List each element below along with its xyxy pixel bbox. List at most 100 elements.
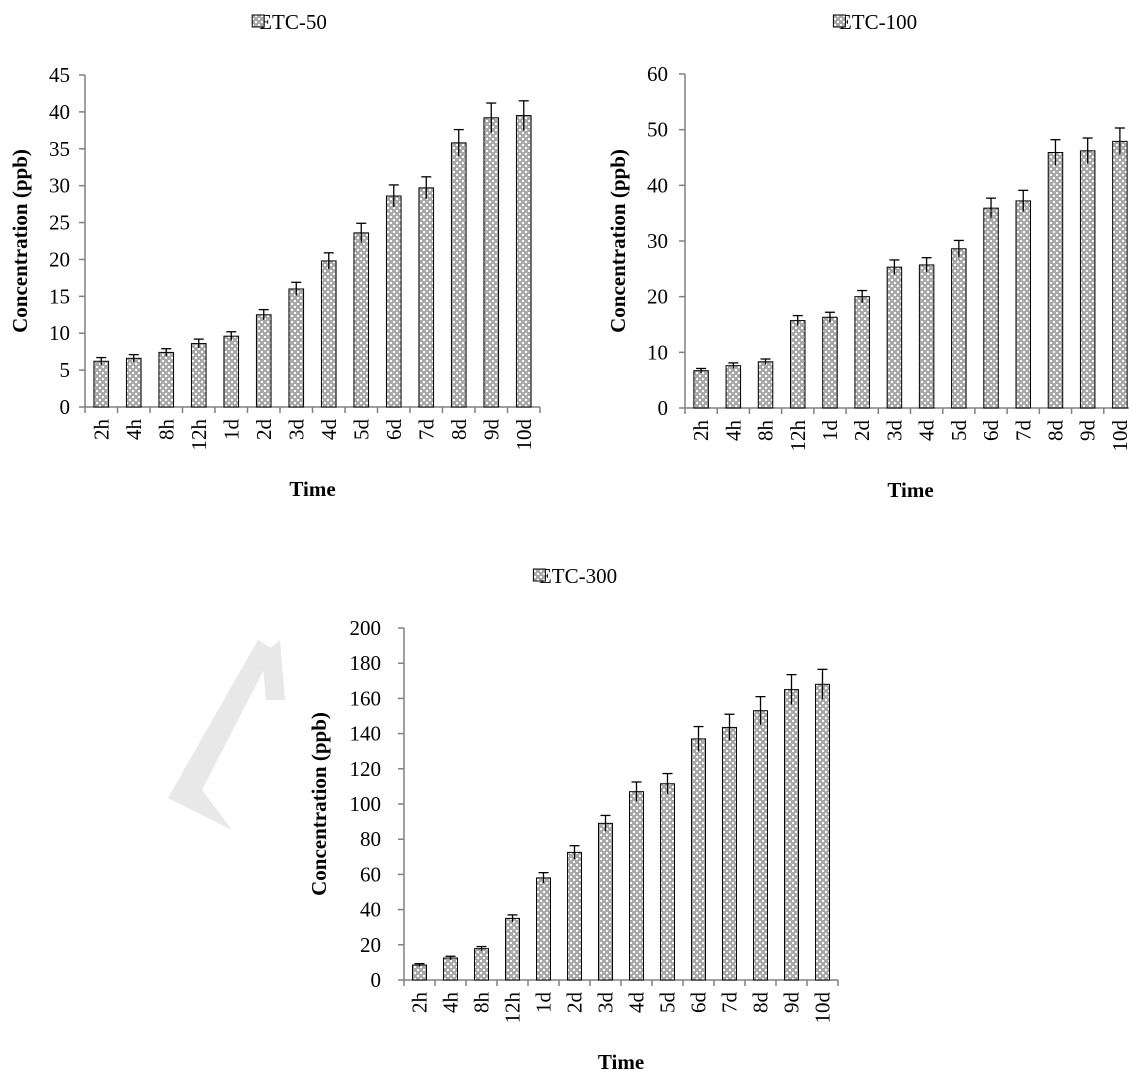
x-tick-label: 2h xyxy=(408,992,432,1014)
y-tick-label: 0 xyxy=(658,396,669,420)
x-tick-label: 6d xyxy=(979,420,1003,442)
y-tick-label: 50 xyxy=(647,118,668,142)
bar xyxy=(1112,140,1128,409)
bar xyxy=(158,351,175,408)
bar xyxy=(886,266,903,409)
bar xyxy=(418,187,435,408)
x-tick-label: 4h xyxy=(721,420,745,442)
x-tick-label: 3d xyxy=(882,420,906,442)
x-tick-label: 4d xyxy=(915,420,939,442)
x-tick-label: 9d xyxy=(479,419,503,441)
x-tick-label: 4h xyxy=(122,419,146,441)
y-tick-label: 45 xyxy=(49,63,70,87)
bar xyxy=(629,791,644,981)
bar xyxy=(483,117,500,408)
y-tick-label: 20 xyxy=(49,247,70,271)
y-tick-label: 40 xyxy=(647,173,668,197)
y-tick-label: 20 xyxy=(647,285,668,309)
bar xyxy=(753,710,768,981)
y-tick-label: 40 xyxy=(360,898,381,922)
x-tick-label: 8d xyxy=(749,992,773,1014)
bar xyxy=(450,142,467,408)
x-tick-label: 1d xyxy=(532,992,556,1014)
bar xyxy=(1015,200,1031,409)
bar xyxy=(255,314,272,408)
x-tick-label: 10d xyxy=(811,992,835,1024)
bar xyxy=(536,877,551,981)
bar xyxy=(822,316,838,409)
bar xyxy=(983,207,999,409)
y-tick-label: 5 xyxy=(60,358,71,382)
y-tick-label: 40 xyxy=(49,100,70,124)
x-tick-label: 6d xyxy=(687,992,711,1014)
bar xyxy=(474,948,489,981)
x-tick-label: 5d xyxy=(349,419,373,441)
x-axis-title: Time xyxy=(887,478,933,502)
x-tick-label: 8d xyxy=(1043,420,1067,442)
y-tick-label: 80 xyxy=(360,827,381,851)
y-tick-label: 20 xyxy=(360,933,381,957)
y-tick-label: 180 xyxy=(350,651,382,675)
y-tick-label: 10 xyxy=(49,321,70,345)
x-tick-label: 12h xyxy=(786,420,810,452)
y-tick-label: 0 xyxy=(371,968,382,992)
y-axis-title: Concentration (ppb) xyxy=(606,149,630,333)
y-tick-label: 15 xyxy=(49,284,70,308)
y-tick-label: 60 xyxy=(360,862,381,886)
bar xyxy=(691,738,706,981)
y-tick-label: 160 xyxy=(350,686,382,710)
legend: ETC-50 xyxy=(251,10,327,34)
y-tick-label: 25 xyxy=(49,211,70,235)
x-tick-label: 6d xyxy=(382,419,406,441)
bar xyxy=(515,115,532,408)
y-tick-label: 35 xyxy=(49,137,70,161)
y-tick-label: 140 xyxy=(350,722,382,746)
watermark-stroke xyxy=(168,640,274,830)
bar xyxy=(223,335,240,408)
x-tick-label: 1d xyxy=(818,420,842,442)
bar xyxy=(598,822,613,981)
y-tick-label: 30 xyxy=(49,174,70,198)
x-tick-label: 4d xyxy=(317,419,341,441)
x-tick-label: 5d xyxy=(656,992,680,1014)
bar xyxy=(412,964,427,981)
x-tick-label: 10d xyxy=(512,419,536,451)
x-tick-label: 7d xyxy=(414,419,438,441)
y-tick-label: 60 xyxy=(647,62,668,86)
legend-swatch xyxy=(832,14,846,28)
legend-swatch xyxy=(532,568,546,582)
y-axis-title: Concentration (ppb) xyxy=(8,149,32,333)
bar xyxy=(1047,151,1064,409)
x-tick-label: 4h xyxy=(439,992,463,1014)
x-tick-label: 7d xyxy=(718,992,742,1014)
bar xyxy=(190,343,207,408)
y-tick-label: 120 xyxy=(350,757,382,781)
x-axis-title: Time xyxy=(289,477,335,501)
bar xyxy=(660,783,675,981)
legend: ETC-300 xyxy=(532,564,617,588)
legend: ETC-100 xyxy=(832,10,917,34)
bar xyxy=(505,917,520,981)
x-tick-label: 9d xyxy=(780,992,804,1014)
x-tick-label: 2h xyxy=(689,420,713,442)
x-tick-label: 12h xyxy=(501,992,525,1024)
x-tick-label: 8h xyxy=(154,419,178,441)
x-tick-label: 1d xyxy=(219,419,243,441)
bar xyxy=(1079,150,1096,409)
x-tick-label: 8h xyxy=(754,420,778,442)
x-tick-label: 8h xyxy=(470,992,494,1014)
bar xyxy=(815,683,830,981)
bar xyxy=(567,851,582,981)
x-tick-label: 7d xyxy=(1011,420,1035,442)
y-tick-label: 10 xyxy=(647,340,668,364)
y-tick-label: 200 xyxy=(350,616,382,640)
legend-swatch xyxy=(251,14,265,28)
bar xyxy=(918,264,935,409)
x-tick-label: 8d xyxy=(447,419,471,441)
bar xyxy=(385,195,402,408)
bar xyxy=(722,726,737,981)
bar xyxy=(443,957,458,981)
bar xyxy=(784,689,799,981)
x-tick-label: 2d xyxy=(563,992,587,1014)
chart-etc-300: ETC-300 0 20 40 60 80 100 120 140 160 180 200 2h 4h 8h… xyxy=(307,564,839,1071)
